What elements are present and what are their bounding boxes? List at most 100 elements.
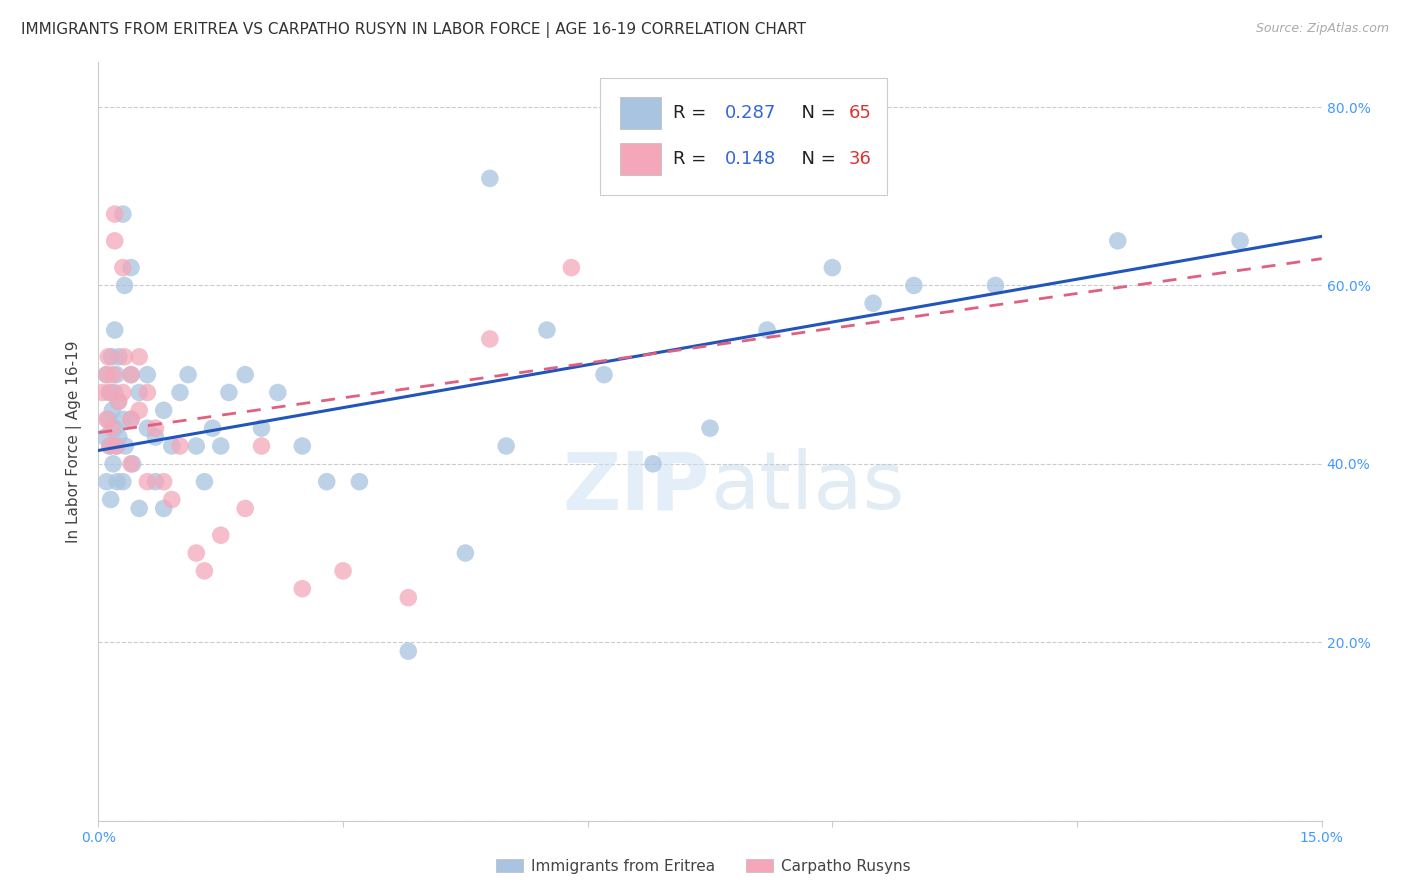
Point [177, 368, 200, 382]
Point [96, 368, 118, 382]
Point [97, 350, 120, 364]
Point [108, 350, 131, 364]
Point [145, 430, 167, 444]
Point [478, 171, 501, 186]
Point [593, 368, 616, 382]
Point [111, 412, 134, 426]
Point [495, 439, 517, 453]
Text: R =: R = [673, 150, 713, 168]
Point [332, 564, 354, 578]
Point [107, 394, 129, 409]
Point [114, 439, 136, 453]
Point [136, 385, 159, 400]
Point [120, 368, 142, 382]
Text: Source: ZipAtlas.com: Source: ZipAtlas.com [1256, 22, 1389, 36]
Point [267, 385, 290, 400]
FancyBboxPatch shape [600, 78, 887, 195]
Point [136, 368, 159, 382]
Point [136, 421, 159, 435]
Point [101, 368, 124, 382]
Legend: Immigrants from Eritrea, Carpatho Rusyns: Immigrants from Eritrea, Carpatho Rusyns [489, 853, 917, 880]
Point [120, 260, 142, 275]
Point [108, 430, 131, 444]
Point [560, 260, 582, 275]
Point [1107, 234, 1129, 248]
Point [105, 475, 128, 489]
Point [186, 439, 208, 453]
Point [454, 546, 477, 560]
Point [105, 439, 128, 453]
Point [98, 439, 121, 453]
Text: IMMIGRANTS FROM ERITREA VS CARPATHO RUSYN IN LABOR FORCE | AGE 16-19 CORRELATION: IMMIGRANTS FROM ERITREA VS CARPATHO RUSY… [21, 22, 806, 38]
Point [120, 412, 142, 426]
Point [145, 475, 167, 489]
Text: 0.148: 0.148 [724, 150, 776, 168]
Text: R =: R = [673, 104, 713, 122]
Point [233, 501, 256, 516]
Point [128, 350, 150, 364]
Point [105, 439, 128, 453]
Point [145, 421, 167, 435]
Point [1229, 234, 1251, 248]
Point [91, 385, 114, 400]
Point [128, 403, 150, 417]
Point [536, 323, 558, 337]
Point [98, 385, 121, 400]
Point [209, 439, 232, 453]
Point [186, 546, 208, 560]
Point [160, 492, 183, 507]
Point [128, 501, 150, 516]
Point [152, 403, 174, 417]
Point [101, 457, 124, 471]
Point [105, 368, 128, 382]
Point [96, 412, 118, 426]
Point [396, 644, 419, 658]
Point [100, 350, 122, 364]
Point [111, 260, 134, 275]
Point [104, 421, 127, 435]
Point [100, 492, 122, 507]
Point [984, 278, 1007, 293]
Point [160, 439, 183, 453]
Point [821, 260, 844, 275]
Point [97, 412, 120, 426]
Point [128, 385, 150, 400]
Point [903, 278, 925, 293]
Text: 65: 65 [848, 104, 872, 122]
Point [114, 278, 136, 293]
Point [104, 323, 127, 337]
Point [104, 207, 127, 221]
Point [120, 457, 142, 471]
Point [111, 207, 134, 221]
Point [699, 421, 721, 435]
Point [100, 421, 122, 435]
Point [315, 475, 337, 489]
Point [152, 475, 174, 489]
Point [100, 385, 122, 400]
Text: 0.287: 0.287 [724, 104, 776, 122]
Point [111, 385, 134, 400]
Point [250, 421, 273, 435]
Text: 36: 36 [848, 150, 872, 168]
Point [120, 368, 142, 382]
Point [121, 457, 143, 471]
Point [104, 385, 127, 400]
Y-axis label: In Labor Force | Age 16-19: In Labor Force | Age 16-19 [66, 340, 83, 543]
Point [169, 385, 191, 400]
Point [250, 439, 273, 453]
Point [218, 385, 240, 400]
Point [108, 394, 131, 409]
Point [201, 421, 224, 435]
Point [291, 582, 314, 596]
Point [756, 323, 779, 337]
Point [101, 403, 124, 417]
Point [152, 501, 174, 516]
Point [104, 234, 127, 248]
Point [349, 475, 371, 489]
Text: N =: N = [790, 150, 841, 168]
Point [96, 368, 118, 382]
Text: N =: N = [790, 104, 841, 122]
Point [193, 564, 215, 578]
Point [94, 430, 117, 444]
Text: ZIP: ZIP [562, 448, 710, 526]
